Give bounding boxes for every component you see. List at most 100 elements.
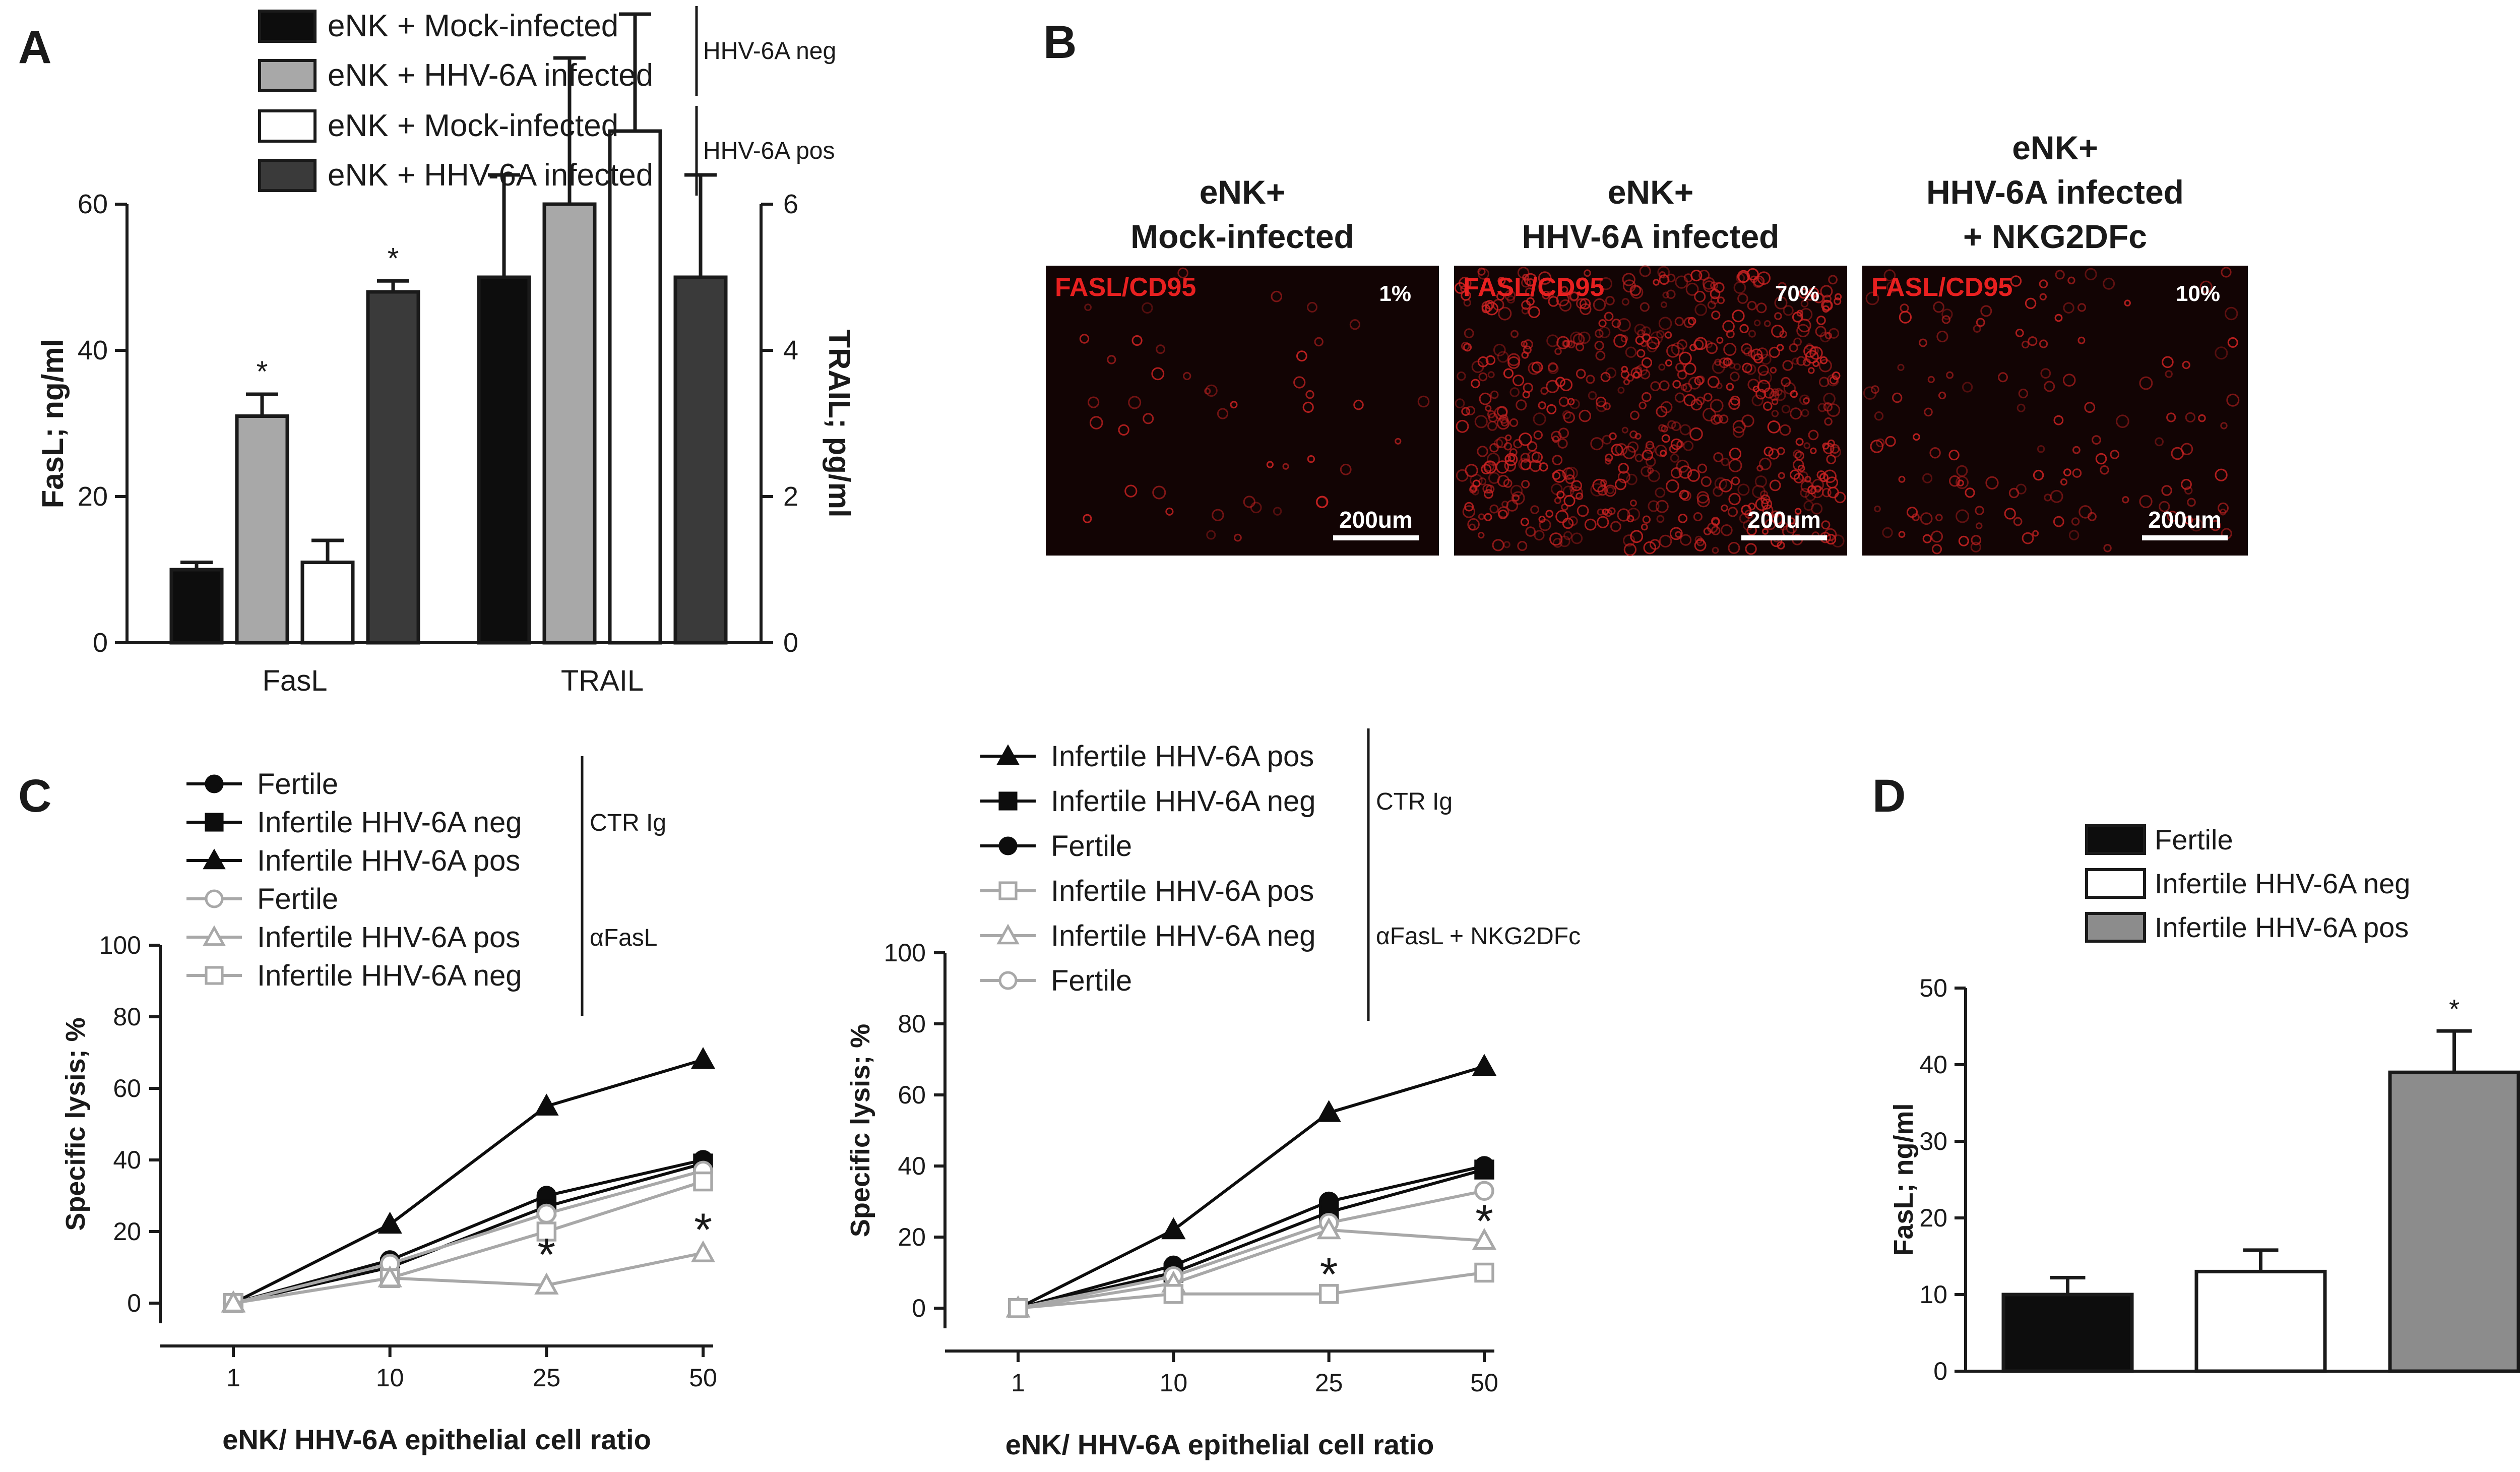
stained-cell bbox=[1576, 369, 1586, 379]
stained-cell bbox=[1799, 394, 1810, 405]
stained-cell bbox=[1618, 463, 1629, 474]
y-tick-label: 20 bbox=[1919, 1204, 1947, 1232]
micrograph-image bbox=[1046, 266, 1439, 556]
stained-cell bbox=[2085, 268, 2097, 281]
stained-cell bbox=[1956, 509, 1970, 523]
stained-cell bbox=[1641, 466, 1652, 477]
stained-cell bbox=[1417, 395, 1430, 408]
stained-cell bbox=[1118, 424, 1129, 436]
stained-cell bbox=[1790, 390, 1798, 398]
stained-cell bbox=[1669, 527, 1683, 540]
stained-cell bbox=[1707, 376, 1720, 388]
stained-cell bbox=[1525, 526, 1536, 537]
stained-cell bbox=[1933, 301, 1944, 313]
stained-cell bbox=[1706, 342, 1718, 354]
stained-cell bbox=[2167, 511, 2178, 522]
stained-cell bbox=[1721, 524, 1733, 536]
stained-cell bbox=[1956, 476, 1969, 489]
stained-cell bbox=[1487, 452, 1500, 466]
stained-cell bbox=[1768, 448, 1780, 460]
stained-cell bbox=[1602, 435, 1612, 445]
stained-cell bbox=[1814, 485, 1821, 493]
stained-cell bbox=[2072, 468, 2082, 478]
stained-cell bbox=[1647, 336, 1660, 350]
stained-cell bbox=[1478, 477, 1487, 485]
stained-cell bbox=[1560, 286, 1568, 294]
stained-cell bbox=[1621, 426, 1628, 434]
bar bbox=[542, 202, 597, 645]
stained-cell bbox=[1461, 407, 1470, 416]
stained-cell bbox=[1586, 375, 1595, 384]
stained-cell bbox=[1542, 290, 1550, 299]
stained-cell bbox=[1621, 298, 1629, 306]
stained-cell bbox=[1152, 485, 1166, 500]
stained-cell bbox=[1776, 344, 1784, 351]
stained-cell bbox=[1498, 306, 1512, 321]
stained-cell bbox=[1882, 527, 1893, 538]
legend-label: eNK + HHV-6A infected bbox=[328, 58, 653, 93]
stained-cell bbox=[1719, 357, 1730, 369]
stained-cell bbox=[1794, 508, 1802, 515]
stained-cell bbox=[1467, 518, 1480, 531]
legend-label: Infertile HHV-6A pos bbox=[2155, 911, 2409, 943]
stained-cell bbox=[2103, 544, 2112, 553]
stained-cell bbox=[1665, 359, 1673, 367]
stained-cell bbox=[1729, 362, 1735, 369]
stained-cell bbox=[1461, 290, 1471, 301]
stained-cell bbox=[1702, 277, 1715, 290]
stained-cell bbox=[1730, 372, 1740, 382]
stained-cell bbox=[1732, 310, 1745, 323]
stained-cell bbox=[1733, 281, 1746, 294]
stained-cell bbox=[1497, 351, 1509, 363]
y-tick-label: 0 bbox=[93, 628, 108, 658]
stained-cell bbox=[1775, 388, 1783, 396]
stained-cell bbox=[1752, 277, 1763, 288]
stained-cell bbox=[1600, 372, 1611, 382]
stained-cell bbox=[1605, 296, 1615, 305]
legend-label: Fertile bbox=[1051, 964, 1132, 997]
stained-cell bbox=[1778, 282, 1787, 291]
micrograph-title-line: eNK+ bbox=[1200, 173, 1286, 211]
stained-cell bbox=[1579, 298, 1591, 310]
stained-cell bbox=[1769, 479, 1781, 492]
stained-cell bbox=[2022, 532, 2034, 544]
stained-cell bbox=[1774, 312, 1782, 320]
stained-cell bbox=[2198, 414, 2206, 422]
stained-cell bbox=[2004, 508, 2016, 520]
stained-cell bbox=[1599, 277, 1613, 290]
stained-cell bbox=[1752, 484, 1766, 499]
legend-swatch bbox=[258, 159, 317, 192]
panel-c-left-chart: 0 20 40 60 80 100 1 10 25 50 Specific lysis; % eNK/… bbox=[60, 756, 717, 1455]
stained-cell bbox=[1883, 269, 1896, 282]
stained-cell bbox=[1822, 442, 1830, 450]
bar bbox=[608, 129, 662, 645]
stained-cell bbox=[1600, 479, 1607, 486]
y-tick-label: 20 bbox=[113, 1217, 141, 1246]
x-tick-label: 10 bbox=[1160, 1369, 1188, 1397]
stained-cell bbox=[1230, 401, 1238, 409]
stained-cell bbox=[1721, 504, 1728, 512]
stained-cell bbox=[1757, 271, 1771, 285]
stained-cell bbox=[1493, 439, 1503, 448]
stained-cell bbox=[1485, 484, 1495, 494]
stained-cell bbox=[1484, 489, 1493, 499]
legend-marker bbox=[998, 836, 1018, 855]
stained-cell bbox=[2092, 435, 2101, 445]
stained-cell bbox=[1769, 391, 1780, 401]
legend-label: Fertile bbox=[257, 768, 338, 801]
stained-cell bbox=[1898, 475, 1906, 483]
series-line bbox=[1018, 1168, 1485, 1310]
stained-cell bbox=[1682, 383, 1692, 393]
stained-cell bbox=[1472, 479, 1481, 488]
stained-cell bbox=[1477, 356, 1489, 367]
stained-cell bbox=[1243, 496, 1255, 508]
stained-cell bbox=[1675, 531, 1682, 538]
stained-cell bbox=[2071, 517, 2080, 526]
stained-cell bbox=[1741, 505, 1751, 515]
stained-cell bbox=[1482, 483, 1492, 494]
stained-cell bbox=[1755, 389, 1767, 400]
stained-cell bbox=[1615, 478, 1626, 490]
stained-cell bbox=[1719, 478, 1733, 493]
stained-cell bbox=[1924, 407, 1933, 417]
stained-cell bbox=[1584, 269, 1591, 277]
